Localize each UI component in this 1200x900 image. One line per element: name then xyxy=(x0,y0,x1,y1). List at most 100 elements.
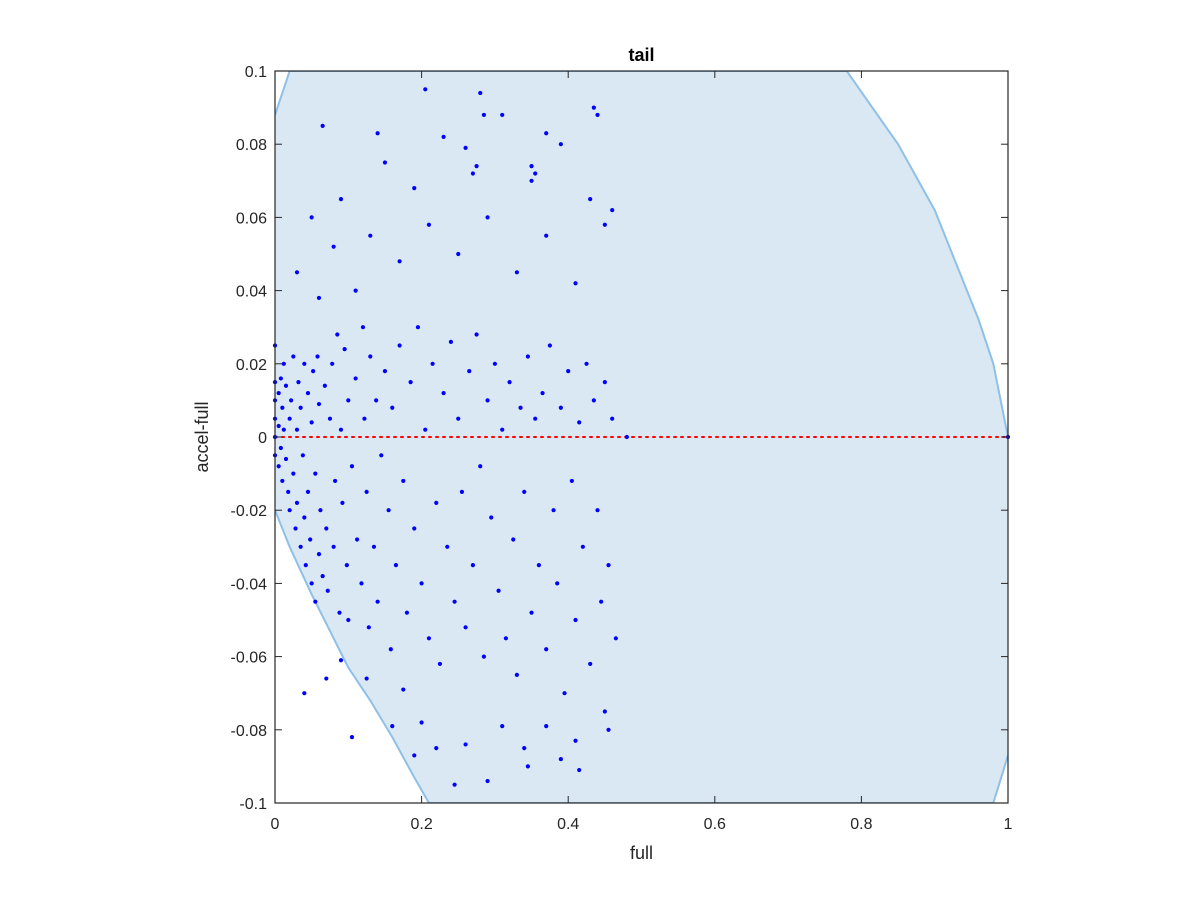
y-axis-label: accel-full xyxy=(192,401,212,472)
scatter-point xyxy=(419,720,424,725)
scatter-point xyxy=(354,537,360,542)
scatter-point xyxy=(353,288,358,293)
scatter-point xyxy=(503,636,508,641)
scatter-point xyxy=(514,270,519,275)
scatter-point xyxy=(511,537,516,542)
scatter-point xyxy=(388,647,393,652)
scatter-point xyxy=(322,383,327,388)
scatter-point xyxy=(470,563,476,568)
scatter-point xyxy=(485,778,490,784)
scatter-point xyxy=(485,215,490,220)
scatter-point xyxy=(337,610,342,615)
scatter-point xyxy=(293,526,298,531)
scatter-point xyxy=(302,515,307,520)
scatter-point xyxy=(606,727,611,732)
scatter-point xyxy=(390,405,395,410)
scatter-point xyxy=(280,405,285,410)
scatter-point xyxy=(368,354,373,359)
scatter-point xyxy=(489,515,494,520)
scatter-point xyxy=(331,544,336,549)
scatter-point xyxy=(529,610,534,615)
scatter-point xyxy=(412,186,417,191)
y-tick-label: -0.06 xyxy=(231,650,268,667)
scatter-point xyxy=(276,423,281,429)
x-tick-label: 1 xyxy=(1004,816,1013,833)
scatter-point xyxy=(544,647,549,652)
scatter-point xyxy=(298,544,303,549)
scatter-point xyxy=(335,332,340,337)
x-tick-label: 0.2 xyxy=(410,816,432,833)
scatter-point xyxy=(459,489,465,494)
scatter-point xyxy=(481,654,487,659)
scatter-point xyxy=(390,724,395,729)
scatter-point xyxy=(325,588,330,593)
chart-title: tail xyxy=(628,45,654,65)
scatter-point xyxy=(296,380,301,385)
scatter-point xyxy=(426,636,432,641)
scatter-point xyxy=(308,537,313,542)
scatter-point xyxy=(281,427,286,432)
scatter-point xyxy=(536,563,541,568)
scatter-point xyxy=(291,471,296,476)
scatter-point xyxy=(426,222,432,227)
scatter-point xyxy=(281,361,286,366)
scatter-point xyxy=(533,171,538,176)
scatter-point xyxy=(529,178,534,183)
scatter-point xyxy=(507,380,512,385)
scatter-point xyxy=(533,416,538,421)
scatter-point xyxy=(276,464,281,469)
scatter-point xyxy=(294,270,300,275)
y-tick-label: -0.04 xyxy=(231,576,268,593)
scatter-point xyxy=(430,361,435,366)
scatter-point xyxy=(496,588,501,593)
scatter-point xyxy=(302,361,307,366)
scatter-point xyxy=(313,471,318,476)
scatter-point xyxy=(474,332,479,337)
scatter-point xyxy=(588,661,593,667)
scatter-point xyxy=(518,405,523,410)
scatter-point xyxy=(551,508,556,513)
scatter-point xyxy=(309,215,314,220)
scatter-point xyxy=(327,416,333,421)
scatter-point xyxy=(294,500,300,505)
scatter-point xyxy=(276,390,281,396)
scatter-point xyxy=(452,782,457,787)
scatter-point xyxy=(286,489,291,494)
y-tick-label: 0.1 xyxy=(245,64,267,81)
scatter-point xyxy=(324,526,329,531)
scatter-point xyxy=(338,427,344,432)
scatter-point xyxy=(397,259,402,264)
y-tick-label: -0.1 xyxy=(239,796,267,813)
scatter-point xyxy=(419,581,424,586)
scatter-point xyxy=(315,354,320,359)
scatter-point xyxy=(522,489,527,494)
scatter-point xyxy=(283,383,289,388)
scatter-point xyxy=(359,581,364,586)
scatter-point xyxy=(452,599,457,604)
scatter-point xyxy=(362,416,367,421)
x-tick-label: 0.8 xyxy=(850,816,872,833)
scatter-point xyxy=(547,343,552,348)
scatter-point xyxy=(375,599,380,604)
scatter-point xyxy=(569,478,574,484)
plot-area xyxy=(272,70,1011,804)
scatter-point xyxy=(289,398,294,403)
scatter-point xyxy=(610,207,615,213)
scatter-point xyxy=(522,746,527,751)
scatter-point xyxy=(349,735,355,740)
scatter-point xyxy=(353,376,358,381)
scatter-point xyxy=(364,489,369,494)
scatter-point xyxy=(379,453,384,458)
scatter-point xyxy=(525,354,530,359)
scatter-point xyxy=(481,112,487,118)
scatter-point xyxy=(316,552,322,557)
x-tick-label: 0.4 xyxy=(557,816,579,833)
scatter-point xyxy=(404,610,410,615)
scatter-point xyxy=(474,164,479,169)
scatter-point xyxy=(588,197,593,202)
scatter-point xyxy=(320,123,325,128)
scatter-point xyxy=(340,500,345,505)
scatter-point xyxy=(397,343,402,348)
scatter-point xyxy=(602,222,607,227)
scatter-point xyxy=(573,617,578,623)
